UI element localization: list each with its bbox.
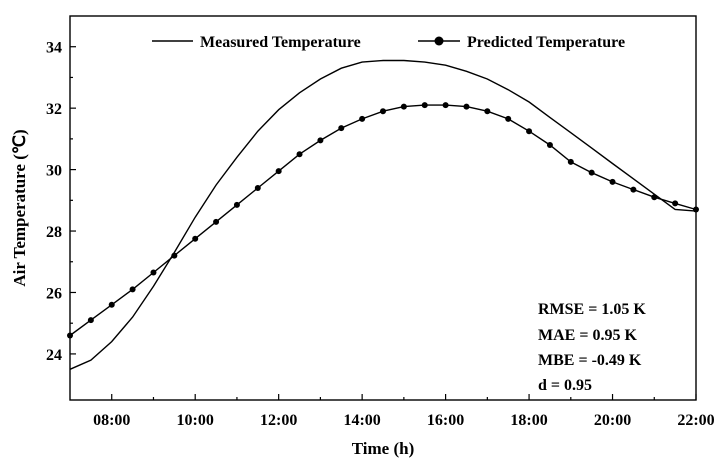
predicted-temperature-point [275,168,282,175]
y-tick-label: 34 [46,40,62,57]
predicted-temperature-point [609,178,616,185]
predicted-temperature-point [588,169,595,176]
x-axis-title: Time (h) [352,439,415,458]
x-tick-label: 20:00 [594,412,631,429]
predicted-temperature-point [213,218,220,225]
predicted-temperature-point [67,332,73,339]
legend-label-measured: Measured Temperature [200,34,361,51]
x-tick-label: 08:00 [93,412,130,429]
predicted-temperature-point [672,200,679,207]
y-axis-ticks: 24 26 28 30 32 34 [46,40,76,364]
y-tick-label: 28 [46,224,62,241]
predicted-temperature-point [484,108,491,115]
predicted-temperature-point [693,206,699,213]
y-tick-label: 24 [46,347,62,364]
x-tick-label: 10:00 [177,412,214,429]
metric-d: d = 0.95 [538,377,592,394]
series-layer [67,59,699,370]
predicted-temperature-point [233,201,240,208]
predicted-temperature-point [421,102,428,109]
predicted-temperature-point [526,128,533,135]
predicted-temperature-point [463,103,470,110]
metric-mbe: MBE = -0.49 K [538,352,642,369]
predicted-temperature-point [505,115,512,122]
predicted-temperature-point [150,269,157,276]
predicted-temperature-point [400,103,407,110]
x-tick-label: 16:00 [427,412,464,429]
predicted-temperature-point [108,301,115,308]
x-tick-label: 22:00 [677,412,714,429]
predicted-temperature-point [129,286,136,293]
predicted-temperature-point [630,186,637,193]
measured-temperature-line [69,59,697,370]
predicted-temperature-point [317,137,324,144]
predicted-temperature-point [442,102,449,109]
predicted-temperature-point [171,252,178,259]
x-tick-label: 12:00 [260,412,297,429]
predicted-temperature-point [192,235,199,242]
y-tick-label: 32 [46,101,62,118]
y-tick-label: 26 [46,285,62,302]
predicted-temperature-point [546,142,553,149]
predicted-temperature-point [359,115,366,122]
predicted-temperature-point [380,108,386,115]
x-axis-ticks: 08:00 10:00 12:00 14:00 16:00 18:00 20:00 22:00 [93,394,715,429]
y-tick-label: 30 [46,163,62,180]
predicted-temperature-point [567,158,574,165]
legend-label-predicted: Predicted Temperature [467,34,625,51]
metric-rmse: RMSE = 1.05 K [538,301,646,318]
legend: Measured Temperature Predicted Temperatu… [152,34,625,51]
x-tick-label: 14:00 [343,412,380,429]
x-tick-label: 18:00 [510,412,547,429]
predicted-temperature-point [338,125,345,132]
legend-marker-predicted [434,36,444,46]
metric-mae: MAE = 0.95 K [538,327,637,344]
predicted-temperature-point [651,194,658,201]
metrics-annotation: RMSE = 1.05 K MAE = 0.95 K MBE = -0.49 K… [538,301,646,394]
predicted-temperature-point [87,317,94,324]
predicted-temperature-point [254,185,261,192]
y-axis-title: Air Temperature (℃) [10,129,29,286]
predicted-temperature-point [296,151,303,158]
